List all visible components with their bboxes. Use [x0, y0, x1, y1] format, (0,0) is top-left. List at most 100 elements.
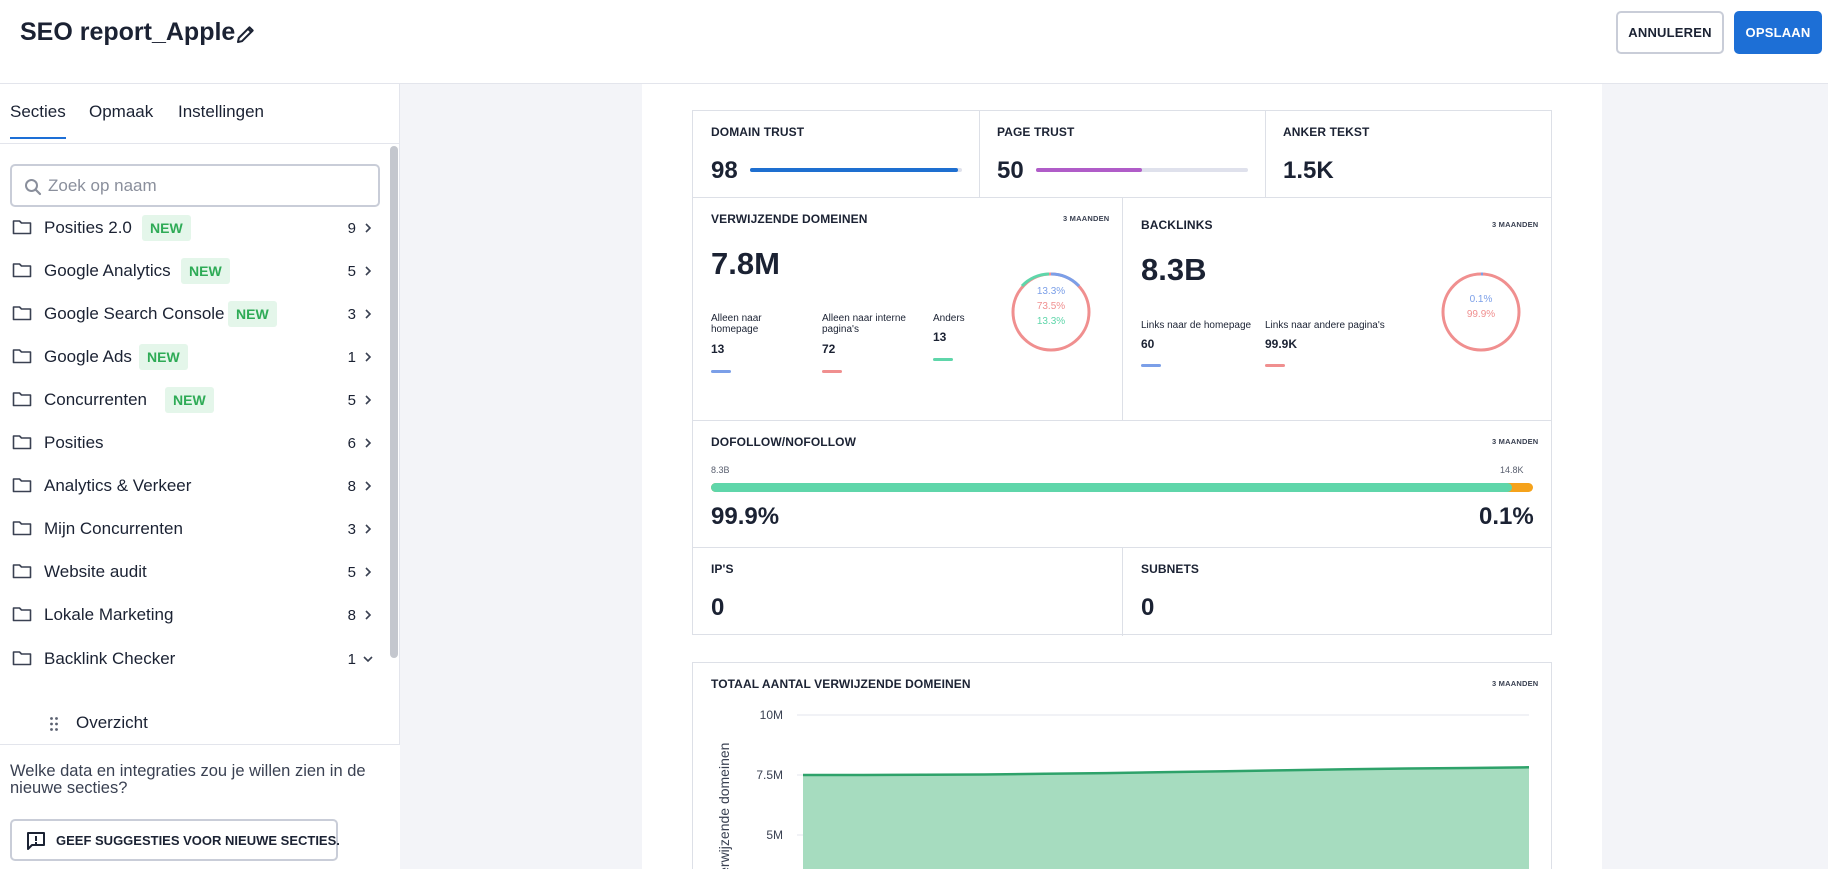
sidebar-item-mijn-concurrenten[interactable]: Mijn Concurrenten 3 — [0, 510, 385, 548]
chevron-right-icon — [365, 481, 372, 491]
dofollow-bar-fill — [711, 483, 1512, 492]
ref-domains-title: VERWIJZENDE DOMEINEN — [711, 212, 868, 226]
sidebar-item-label: Backlink Checker — [44, 649, 176, 668]
sidebar-item-google-ads[interactable]: Google Ads NEW 1 — [0, 338, 385, 376]
sidebar-item-label: Website audit — [44, 562, 147, 581]
chevron-right-icon — [365, 309, 372, 319]
folder-icon — [12, 392, 32, 407]
nofollow-count: 14.8K — [1500, 465, 1524, 475]
sidebar-subitem-label: Overzicht — [76, 713, 148, 732]
chart-series-line — [803, 766, 1530, 777]
dofollow-panel: DOFOLLOW/NOFOLLOW 3 MAANDEN 8.3B 14.8K 9… — [692, 420, 1552, 548]
item-count: 3 — [347, 521, 356, 538]
domain-trust-bar — [750, 168, 962, 172]
suggest-button-label: GEEF SUGGESTIES VOOR NIEUWE SECTIES. — [56, 833, 340, 848]
sidebar-item-google-analytics[interactable]: Google Analytics NEW 5 — [0, 252, 385, 290]
trust-metrics-panel: DOMAIN TRUST 98 PAGE TRUST 50 ANKER TEKS… — [692, 110, 1552, 199]
ref-internal-value: 72 — [822, 342, 836, 356]
legend-swatch-blue — [1141, 364, 1161, 367]
ref-domains-donut: 13.3% 73.5% 13.3% — [1011, 272, 1091, 352]
divider — [1265, 111, 1266, 199]
ips-subnets-panel: IP'S 0 SUBNETS 0 — [692, 547, 1552, 636]
chevron-right-icon — [365, 223, 372, 233]
legend-swatch-blue — [711, 370, 731, 373]
sidebar-item-posities[interactable]: Posities 6 — [0, 424, 385, 462]
chart-y-ticks: 10M 7.5M 5M — [756, 708, 783, 842]
backlinks-title: BACKLINKS — [1141, 218, 1213, 232]
subnets-title: SUBNETS — [1141, 562, 1200, 576]
new-badge: NEW — [139, 344, 188, 370]
folder-icon — [12, 263, 32, 278]
sidebar-item-label: Lokale Marketing — [44, 605, 174, 624]
dofollow-period: 3 MAANDEN — [1492, 437, 1539, 446]
total-domains-area-chart: Verwijzende domeinen 10M 7.5M 5M — [716, 708, 1530, 869]
ips-title: IP'S — [711, 562, 734, 576]
ref-other-value: 13 — [933, 330, 947, 344]
divider — [1122, 548, 1123, 636]
tab-opmaak[interactable]: Opmaak — [89, 102, 154, 121]
sidebar-tabs: Secties Opmaak Instellingen — [0, 84, 400, 144]
sidebar-item-label: Concurrenten — [44, 390, 148, 409]
search-input[interactable] — [48, 174, 368, 198]
sidebar-subitem-overzicht[interactable]: Overzicht — [0, 706, 385, 740]
search-icon — [25, 179, 42, 196]
anchor-text-value: 1.5K — [1283, 157, 1334, 184]
ips-value: 0 — [711, 594, 725, 621]
folder-icon — [12, 521, 32, 536]
cancel-button[interactable]: ANNULEREN — [1616, 11, 1724, 54]
chevron-right-icon — [365, 438, 372, 448]
item-count: 5 — [347, 392, 356, 409]
domain-trust-value: 98 — [711, 157, 738, 184]
new-badge: NEW — [165, 387, 214, 413]
y-axis-label: Verwijzende domeinen — [716, 743, 732, 869]
ref-domains-value: 7.8M — [711, 246, 780, 281]
sidebar-item-label: Posities 2.0 — [44, 218, 132, 237]
drag-handle-icon[interactable] — [49, 716, 59, 732]
suggest-sections-button[interactable]: GEEF SUGGESTIES VOOR NIEUWE SECTIES. — [10, 819, 340, 861]
sidebar-item-analytics-verkeer[interactable]: Analytics & Verkeer 8 — [0, 467, 385, 505]
ref-other-label: Anders — [933, 313, 965, 324]
folder-icon — [12, 478, 32, 493]
item-count: 9 — [347, 220, 356, 237]
anchor-text-title: ANKER TEKST — [1283, 125, 1370, 139]
legend-swatch-salmon — [822, 370, 842, 373]
sidebar-item-website-audit[interactable]: Website audit 5 — [0, 553, 385, 591]
subnets-value: 0 — [1141, 594, 1155, 621]
sidebar-item-label: Google Ads — [44, 347, 132, 366]
divider — [979, 111, 980, 199]
feedback-icon — [27, 832, 45, 850]
divider — [1122, 198, 1123, 422]
total-domains-chart-panel: TOTAAL AANTAL VERWIJZENDE DOMEINEN 3 MAA… — [692, 662, 1552, 869]
donut-label-blue: 13.3% — [1037, 286, 1065, 297]
ref-homepage-value: 13 — [711, 342, 725, 356]
save-button[interactable]: OPSLAAN — [1734, 11, 1822, 54]
top-header: SEO report_Apple ANNULEREN OPSLAAN — [0, 0, 1828, 84]
tab-secties[interactable]: Secties — [10, 102, 66, 139]
suggestion-area: Welke data en integraties zou je willen … — [0, 744, 400, 869]
sidebar-item-concurrenten[interactable]: Concurrenten NEW 5 — [0, 381, 385, 419]
pencil-icon[interactable] — [234, 22, 258, 46]
tab-instellingen[interactable]: Instellingen — [178, 102, 265, 121]
chevron-right-icon — [365, 395, 372, 405]
folder-icon — [12, 564, 32, 579]
new-badge: NEW — [228, 301, 277, 327]
sidebar-scrollbar[interactable] — [390, 146, 398, 658]
sidebar-item-posities-2[interactable]: Posities 2.0 NEW 9 — [0, 209, 385, 247]
chevron-right-icon — [365, 524, 372, 534]
folder-icon — [12, 349, 32, 364]
y-tick-label: 5M — [766, 828, 783, 842]
report-preview: DOMAIN TRUST 98 PAGE TRUST 50 ANKER TEKS… — [642, 84, 1602, 869]
total-domains-period: 3 MAANDEN — [1492, 679, 1539, 688]
sidebar-item-google-search-console[interactable]: Google Search Console NEW 3 — [0, 295, 385, 333]
links-other-label: Links naar andere pagina's — [1265, 320, 1385, 331]
sidebar-item-lokale-marketing[interactable]: Lokale Marketing 8 — [0, 596, 385, 634]
sidebar-item-backlink-checker[interactable]: Backlink Checker 1 — [0, 640, 385, 678]
backlinks-period: 3 MAANDEN — [1492, 220, 1539, 229]
chevron-right-icon — [365, 266, 372, 276]
chevron-right-icon — [365, 352, 372, 362]
chart-area-fill — [803, 767, 1529, 869]
sidebar-item-label: Analytics & Verkeer — [44, 476, 192, 495]
item-count: 1 — [347, 349, 356, 366]
total-domains-title: TOTAAL AANTAL VERWIJZENDE DOMEINEN — [711, 677, 971, 691]
domain-trust-bar-fill — [750, 168, 958, 172]
